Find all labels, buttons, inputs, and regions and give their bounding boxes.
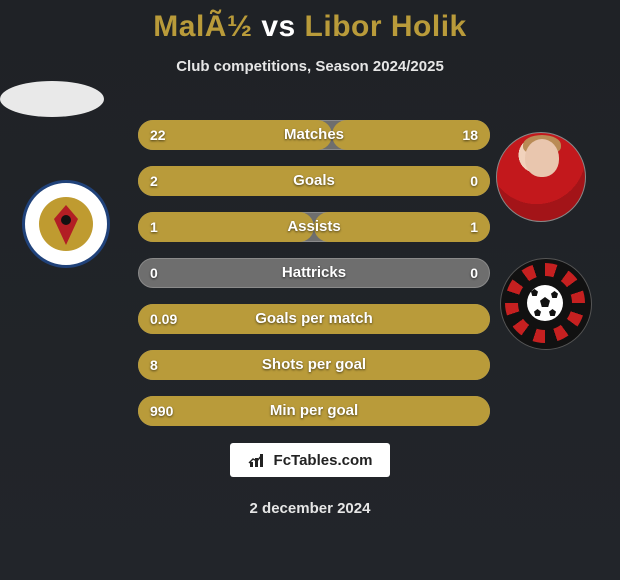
stat-label: Shots per goal xyxy=(138,350,490,380)
player1-avatar xyxy=(0,81,104,117)
vs-label: vs xyxy=(261,10,295,43)
stat-label: Hattricks xyxy=(138,258,490,288)
stat-row: 11Assists xyxy=(138,212,490,242)
stat-row: 0.09Goals per match xyxy=(138,304,490,334)
stat-row: 2218Matches xyxy=(138,120,490,150)
stats-panel: 2218Matches 20Goals 11Assists 00Hattricks 0.… xyxy=(138,120,490,442)
player2-name: Libor Holik xyxy=(305,10,467,43)
date-label: 2 december 2024 xyxy=(0,500,620,517)
stat-label: Min per goal xyxy=(138,396,490,426)
player2-club-badge xyxy=(500,258,592,350)
player2-avatar xyxy=(496,132,586,222)
stat-label: Goals per match xyxy=(138,304,490,334)
stat-label: Goals xyxy=(138,166,490,196)
stat-label: Assists xyxy=(138,212,490,242)
stat-row: 8Shots per goal xyxy=(138,350,490,380)
watermark-text: FcTables.com xyxy=(274,452,373,469)
stat-row: 20Goals xyxy=(138,166,490,196)
stat-row: 990Min per goal xyxy=(138,396,490,426)
player1-name: MalÃ½ xyxy=(153,10,252,43)
watermark: FcTables.com xyxy=(230,443,390,477)
page-title: MalÃ½ vs Libor Holik xyxy=(0,10,620,44)
header: MalÃ½ vs Libor Holik Club competitions, … xyxy=(0,0,620,81)
stat-row: 00Hattricks xyxy=(138,258,490,288)
bar-chart-icon xyxy=(248,452,268,468)
stat-label: Matches xyxy=(138,120,490,150)
subtitle: Club competitions, Season 2024/2025 xyxy=(0,58,620,75)
player1-club-badge xyxy=(22,180,110,268)
